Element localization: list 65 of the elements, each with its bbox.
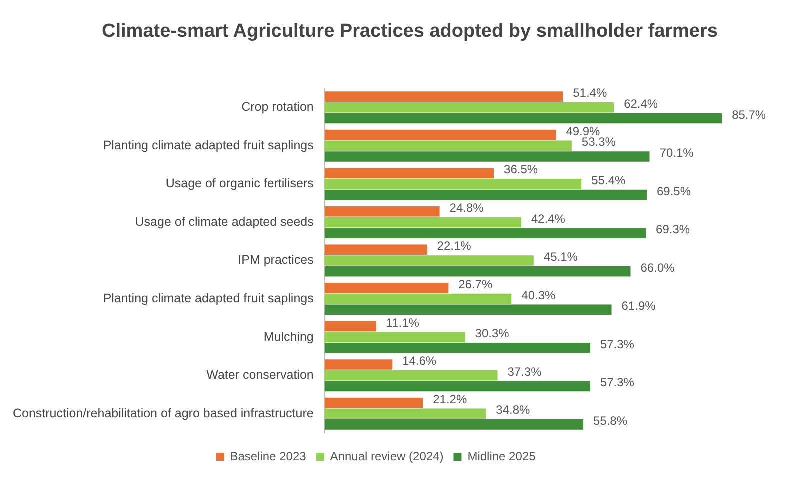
bar [324,179,582,190]
legend-label: Annual review (2024) [330,449,444,464]
data-label: 24.8% [450,200,484,215]
bar [324,206,440,217]
y-tick-label: Planting climate adapted fruit saplings [103,138,314,152]
bar [324,152,650,162]
y-tick-label: Water conservation [206,368,314,382]
bar [324,321,376,332]
data-label: 36.5% [504,162,538,177]
bar [324,420,584,430]
data-label: 57.3% [600,337,635,352]
data-label: 37.3% [508,364,542,379]
bar [324,381,590,392]
data-label: 45.1% [544,250,578,264]
legend-label: Baseline 2023 [230,449,307,464]
bar [324,217,522,228]
data-label: 57.3% [600,376,635,390]
data-label: 70.1% [660,146,694,160]
y-tick-label: IPM practices [238,253,314,268]
data-label: 42.4% [531,212,566,226]
data-label: 69.5% [656,184,692,198]
y-tick-label: Crop rotation [242,100,314,114]
y-tick-label: Usage of climate adapted seeds [135,214,314,229]
y-tick-label: Mulching [264,330,314,344]
bar [324,360,393,370]
data-label: 40.3% [522,288,556,302]
bar [324,113,722,124]
bar [324,256,534,266]
bar [324,332,466,342]
y-tick-label: Usage of organic fertilisers [166,176,314,191]
data-label: 34.8% [496,403,531,418]
data-label: 69.3% [656,222,690,237]
y-tick-label: Construction/rehabilitation of agro based infrastructure [12,406,314,420]
bar [324,92,564,102]
bar [324,304,612,316]
data-label: 66.0% [640,260,676,275]
data-label: 62.4% [624,96,658,111]
data-label: 55.8% [593,414,628,428]
data-label: 14.6% [402,354,437,368]
bar [324,370,498,381]
legend-label: Midline 2025 [468,449,536,464]
data-label: 22.1% [437,239,472,254]
bar [324,283,449,294]
bar [324,266,631,277]
data-label: 55.4% [592,174,626,188]
chart-title: Climate-smart Agriculture Practices adopted by smallholder farmers [101,20,719,44]
bar [324,398,424,408]
data-label: 26.7% [458,277,493,292]
bar [324,190,647,200]
bar [324,102,614,113]
bar [324,244,428,256]
bar [324,140,572,152]
data-label: 85.7% [732,108,766,122]
bar [324,343,590,354]
bar [324,228,646,238]
bar [324,294,512,304]
bar [324,168,494,178]
data-label: 51.4% [573,86,608,100]
bar [324,408,486,420]
y-tick-label: Planting climate adapted fruit saplings [103,291,314,306]
data-label: 30.3% [475,326,510,341]
data-label: 21.2% [433,392,468,406]
bar [324,130,556,140]
data-label: 11.1% [386,316,420,330]
data-label: 61.9% [622,299,656,314]
